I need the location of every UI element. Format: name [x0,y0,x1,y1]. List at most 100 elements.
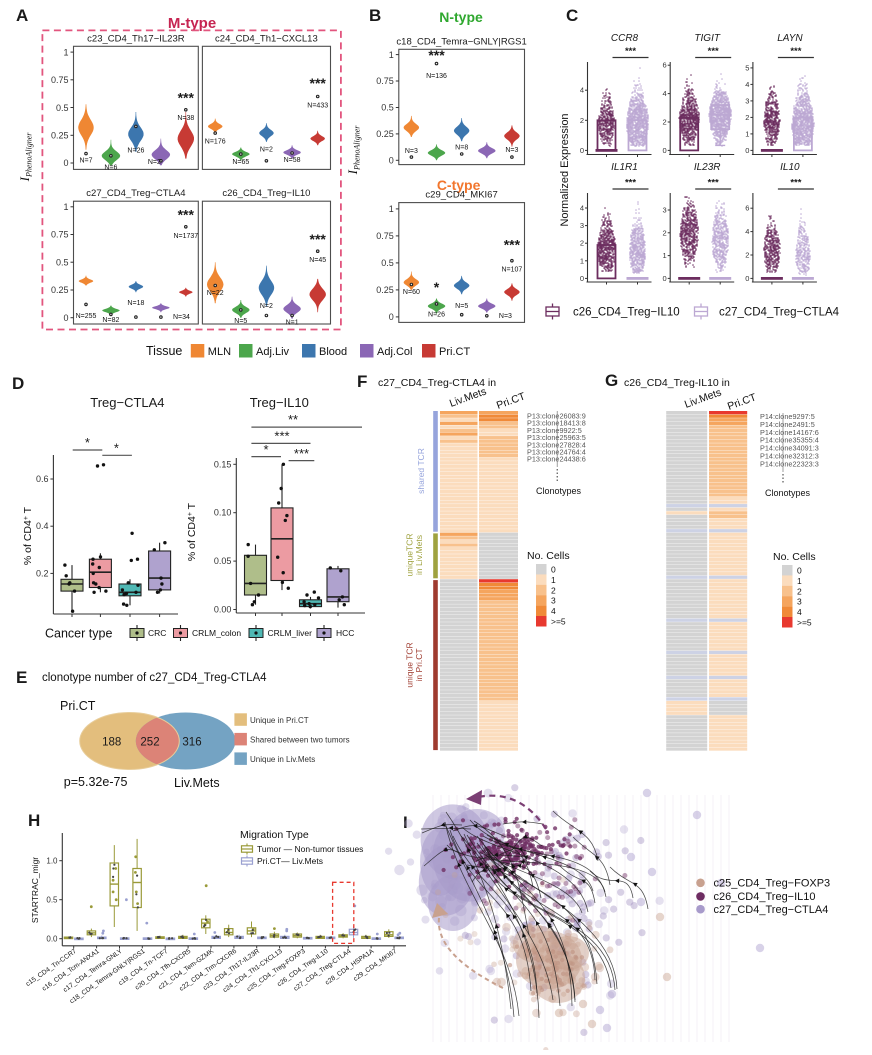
svg-text:0: 0 [580,274,584,283]
svg-text:% of CD4+ T: % of CD4+ T [22,506,34,565]
svg-text:P13:clone24438:6: P13:clone24438:6 [527,455,586,464]
svg-text:P13:clone9922:5: P13:clone9922:5 [527,426,582,435]
svg-text:N=5: N=5 [455,303,468,310]
svg-text:Liv.Mets: Liv.Mets [174,776,220,790]
svg-text:1: 1 [663,251,667,260]
svg-text:P14:clone14167:6: P14:clone14167:6 [760,428,819,437]
svg-text:***: *** [310,75,327,91]
svg-text:4: 4 [745,80,749,89]
svg-text:c27_CD4_Treg−CTLA4: c27_CD4_Treg−CTLA4 [714,904,829,916]
svg-text:G: G [605,371,618,390]
svg-text:0.25: 0.25 [51,285,69,295]
svg-text:P14:clone34091:3: P14:clone34091:3 [760,444,819,453]
svg-text:N=176: N=176 [205,138,226,145]
svg-text:M-type: M-type [168,15,216,32]
svg-text:N=22: N=22 [207,290,224,297]
svg-text:*: * [434,279,440,295]
svg-text:4: 4 [580,86,584,95]
svg-text:MLN: MLN [208,346,231,358]
svg-text:1.0: 1.0 [46,857,58,866]
svg-text:N=34: N=34 [173,314,190,321]
svg-text:P14:clone22323:3: P14:clone22323:3 [760,459,819,468]
svg-text:0.5: 0.5 [46,896,58,905]
svg-text:***: *** [625,46,636,57]
svg-text:P13:clone24764:4: P13:clone24764:4 [527,448,586,457]
svg-text:No. Cells: No. Cells [527,550,570,562]
svg-text:CCR8: CCR8 [611,33,639,44]
svg-text:***: *** [504,236,521,252]
svg-text:Treg−CTLA4: Treg−CTLA4 [90,395,164,410]
svg-text:316: 316 [182,737,201,749]
svg-text:0.0: 0.0 [46,935,58,944]
svg-text:in Pri.CT: in Pri.CT [414,648,424,681]
svg-text:B: B [369,6,381,25]
svg-text:1: 1 [797,576,802,586]
svg-text:c26_CD4_Treg−IL10: c26_CD4_Treg−IL10 [573,307,680,319]
svg-text:4: 4 [551,606,556,616]
svg-text:CRLM_liver: CRLM_liver [268,628,313,638]
svg-text:3: 3 [745,96,749,105]
svg-text:Cancer type: Cancer type [45,627,112,641]
svg-text:N=433: N=433 [307,102,328,109]
svg-text:N=5: N=5 [234,318,247,325]
svg-text:4: 4 [580,204,584,213]
svg-text:*: * [85,435,90,450]
svg-text:N=2: N=2 [260,147,273,154]
svg-text:***: *** [790,178,801,189]
svg-text:c25_CD4_Treg−FOXP3: c25_CD4_Treg−FOXP3 [714,878,831,890]
svg-text:N=3: N=3 [505,147,518,154]
svg-text:Migration Type: Migration Type [240,829,309,841]
svg-text:*: * [114,441,119,456]
svg-text:N=1: N=1 [286,320,299,327]
svg-text:2: 2 [797,586,802,596]
svg-text:c24_CD4_Th1−CXCL13: c24_CD4_Th1−CXCL13 [215,33,318,44]
svg-text:0.5: 0.5 [56,103,69,113]
svg-text:0.05: 0.05 [214,556,232,566]
svg-text:0: 0 [797,566,802,576]
svg-text:% of CD4+ T: % of CD4+ T [186,502,198,561]
svg-text:0.00: 0.00 [214,605,232,615]
svg-text:c27_CD4_Treg-CTLA4 in: c27_CD4_Treg-CTLA4 in [378,377,496,389]
svg-text:STARTRAC_migr: STARTRAC_migr [30,857,40,923]
svg-text:N=136: N=136 [426,73,447,80]
svg-text:N=6: N=6 [104,164,117,171]
svg-text:c27_CD4_Treg−CTLA4: c27_CD4_Treg−CTLA4 [719,307,840,319]
svg-text:***: *** [178,207,195,223]
svg-text:0.25: 0.25 [376,285,394,295]
svg-text:N=18: N=18 [127,300,144,307]
svg-text:0: 0 [551,565,556,575]
svg-text:CRLM_colon: CRLM_colon [192,628,241,638]
svg-text:P14:clone9297:5: P14:clone9297:5 [760,412,815,421]
svg-text:1: 1 [389,50,394,60]
svg-text:N=8: N=8 [455,145,468,152]
svg-text:0: 0 [663,146,667,155]
svg-text:H: H [28,811,40,830]
svg-text:***: *** [274,429,289,444]
svg-text:4: 4 [663,89,667,98]
svg-text:0: 0 [745,146,749,155]
svg-text:0: 0 [63,158,68,168]
svg-text:Normalized Expression: Normalized Expression [559,113,571,226]
svg-text:P13:clone18413:8: P13:clone18413:8 [527,419,586,428]
svg-text:0: 0 [63,313,68,323]
svg-text:0.5: 0.5 [381,258,394,268]
svg-text:0.15: 0.15 [214,459,232,469]
svg-text:0: 0 [745,274,749,283]
svg-text:P13:clone27828:4: P13:clone27828:4 [527,440,586,449]
svg-text:N=26: N=26 [127,148,144,155]
svg-text:Treg−IL10: Treg−IL10 [250,395,309,410]
svg-text:2: 2 [745,251,749,260]
svg-text:P14:clone2491:5: P14:clone2491:5 [760,420,815,429]
svg-text:F: F [357,372,367,391]
svg-text:N=38: N=38 [177,115,194,122]
svg-text:N=82: N=82 [102,317,119,324]
svg-text:c26_CD4_Treg−IL10: c26_CD4_Treg−IL10 [714,891,816,903]
svg-text:0.10: 0.10 [214,508,232,518]
svg-text:N=65: N=65 [232,159,249,166]
svg-text:c26_CD4_Treg-IL10 in: c26_CD4_Treg-IL10 in [624,377,730,389]
svg-text:***: *** [625,178,636,189]
svg-text:5: 5 [745,63,749,72]
svg-text:Pri.CT: Pri.CT [439,346,470,358]
svg-text:188: 188 [102,737,121,749]
svg-text:Tissue: Tissue [146,344,182,358]
